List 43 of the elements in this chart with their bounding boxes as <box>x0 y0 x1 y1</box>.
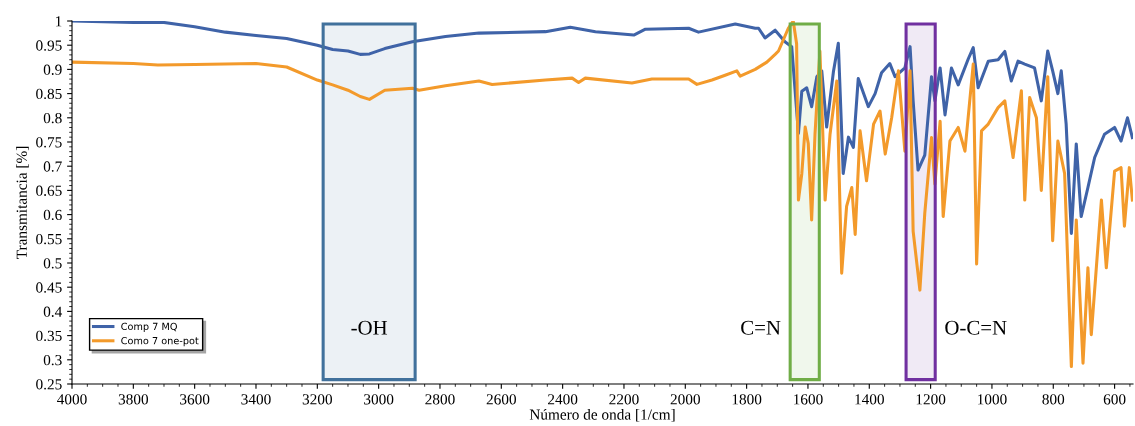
y-tick-label: 1 <box>55 16 62 27</box>
y-tick-label: 0.65 <box>36 185 62 196</box>
x-tick-label: 2200 <box>609 394 639 405</box>
x-tick-label: 1600 <box>794 394 823 405</box>
y-tick-label: 0.35 <box>36 330 62 342</box>
y-axis-title: Transmitancia [%] <box>16 146 29 260</box>
x-tick-label: 1400 <box>855 394 884 405</box>
x-axis-title: Número de onda [1/cm] <box>529 408 675 422</box>
x-tick-label: 1000 <box>978 394 1007 405</box>
y-tick-label: 0.7 <box>43 161 62 172</box>
y-tick-label: 0.6 <box>43 209 62 221</box>
y-tick-label: 0.45 <box>36 282 62 293</box>
legend-label: Como 7 one-pot <box>121 336 199 347</box>
x-tick-label: 2400 <box>548 394 578 405</box>
band-label: O-C=N <box>945 320 1007 335</box>
x-tick-label: 2600 <box>486 394 516 405</box>
y-tick-label: 0.95 <box>36 40 62 51</box>
line-series <box>72 21 1133 369</box>
x-tick-label: 3000 <box>364 394 394 405</box>
y-tick-label: 0.4 <box>43 306 63 317</box>
y-tick-label: 0.75 <box>36 137 62 148</box>
x-tick-label: 3400 <box>241 394 271 405</box>
x-tick-label: 3800 <box>118 394 149 405</box>
y-tick-label: 0.5 <box>43 258 62 269</box>
y-tick-label: 0.3 <box>43 354 62 366</box>
x-tick-label: 2800 <box>425 394 455 405</box>
band-label: -OH <box>351 320 388 335</box>
band-label: C=N <box>741 320 781 335</box>
y-tick-label: 0.55 <box>36 233 62 245</box>
y-tick-label: 0.9 <box>43 64 62 75</box>
x-tick-label: 600 <box>1103 394 1126 405</box>
x-tick-label: 800 <box>1042 394 1065 405</box>
y-tick-label: 0.25 <box>36 379 62 390</box>
x-tick-label: 1800 <box>732 394 762 405</box>
x-tick-label: 2000 <box>670 394 700 405</box>
x-tick-label: 4000 <box>57 394 87 405</box>
x-tick-label: 3200 <box>302 394 333 405</box>
legend-label: Comp 7 MQ <box>121 322 177 332</box>
x-tick-label: 3600 <box>180 394 210 405</box>
y-tick-label: 0.85 <box>36 88 62 100</box>
x-tick-label: 1200 <box>916 394 946 405</box>
y-tick-label: 0.8 <box>43 112 62 124</box>
line-series <box>72 21 1133 236</box>
